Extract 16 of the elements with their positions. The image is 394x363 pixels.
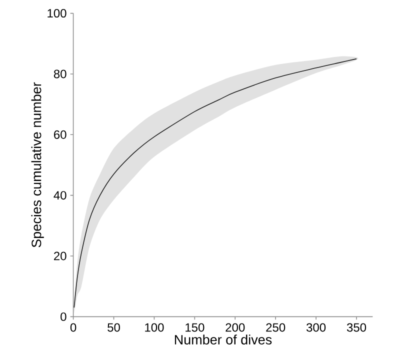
x-axis-title: Number of dives <box>174 334 272 344</box>
x-tick-label: 350 <box>346 323 366 332</box>
y-tick-label: 100 <box>48 9 66 18</box>
x-tick-label: 50 <box>108 323 120 332</box>
y-tick-label: 40 <box>54 191 66 200</box>
x-tick-label: 150 <box>186 323 204 332</box>
x-tick-label: 300 <box>306 323 326 332</box>
y-tick-label: 60 <box>54 130 66 139</box>
x-tick-label: 250 <box>266 323 286 332</box>
y-tick-label: 80 <box>54 70 66 78</box>
y-tick-label: 0 <box>60 312 66 321</box>
x-tick-label: 100 <box>145 323 164 332</box>
y-tick-label: 20 <box>54 252 66 260</box>
y-axis-title: Species cumulative number <box>31 82 44 248</box>
x-tick-label: 0 <box>70 323 76 332</box>
x-tick-label: 200 <box>226 323 245 332</box>
